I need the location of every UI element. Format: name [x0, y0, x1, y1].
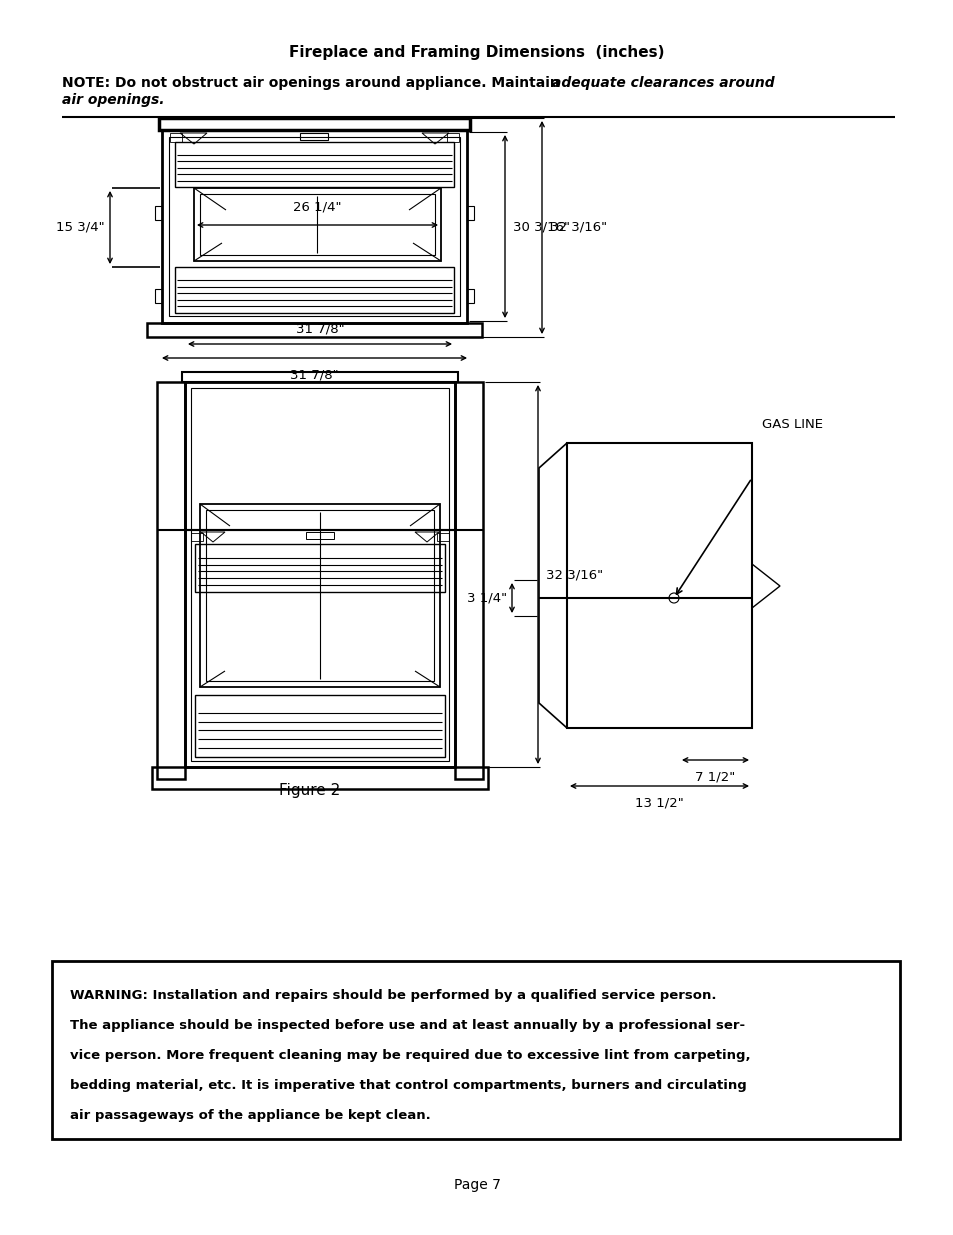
Bar: [194, 695, 444, 757]
Bar: [436, 534, 449, 541]
Bar: [306, 532, 334, 538]
Text: NOTE: Do not obstruct air openings around appliance. Maintain: NOTE: Do not obstruct air openings aroun…: [62, 77, 564, 90]
Text: 30 3/16": 30 3/16": [513, 220, 569, 233]
Bar: [566, 443, 751, 727]
Bar: [162, 130, 467, 324]
Bar: [467, 289, 474, 303]
Text: Figure 2: Figure 2: [279, 783, 340, 798]
Text: vice person. More frequent cleaning may be required due to excessive lint from c: vice person. More frequent cleaning may …: [70, 1049, 750, 1062]
Bar: [200, 194, 435, 254]
Bar: [152, 767, 488, 789]
Bar: [191, 534, 203, 541]
Text: 32 3/16": 32 3/16": [545, 568, 602, 580]
Text: GAS LINE: GAS LINE: [761, 419, 822, 431]
Bar: [52, 961, 899, 1139]
Text: 13 1/2": 13 1/2": [634, 797, 682, 809]
Text: Page 7: Page 7: [453, 1178, 500, 1192]
Bar: [174, 142, 454, 186]
Bar: [299, 133, 328, 140]
Text: 32 3/16": 32 3/16": [550, 221, 606, 233]
Text: Fireplace and Framing Dimensions  (inches): Fireplace and Framing Dimensions (inches…: [289, 44, 664, 59]
Bar: [185, 382, 455, 767]
Bar: [170, 133, 182, 142]
Bar: [154, 289, 162, 303]
Text: 7 1/2": 7 1/2": [695, 769, 735, 783]
Text: bedding material, etc. It is imperative that control compartments, burners and c: bedding material, etc. It is imperative …: [70, 1079, 746, 1092]
Text: adequate clearances around: adequate clearances around: [552, 77, 774, 90]
Bar: [191, 388, 449, 761]
Bar: [193, 188, 440, 261]
Bar: [447, 133, 458, 142]
Text: 3 1/4": 3 1/4": [466, 592, 506, 604]
Bar: [147, 324, 481, 337]
Bar: [194, 543, 444, 592]
Bar: [159, 119, 470, 130]
Bar: [174, 267, 454, 312]
Text: 26 1/4": 26 1/4": [293, 200, 341, 212]
Text: air openings.: air openings.: [62, 93, 164, 107]
Bar: [455, 382, 482, 779]
Text: 31 7/8": 31 7/8": [290, 368, 338, 382]
Bar: [206, 510, 434, 680]
Bar: [154, 206, 162, 220]
Text: The appliance should be inspected before use and at least annually by a professi: The appliance should be inspected before…: [70, 1019, 744, 1032]
Text: air passageways of the appliance be kept clean.: air passageways of the appliance be kept…: [70, 1109, 431, 1123]
Bar: [182, 372, 457, 382]
Bar: [467, 206, 474, 220]
Bar: [157, 382, 185, 779]
Text: 31 7/8": 31 7/8": [295, 324, 344, 336]
Text: 15 3/4": 15 3/4": [56, 221, 105, 233]
Bar: [169, 137, 459, 316]
Bar: [200, 504, 439, 687]
Text: WARNING: Installation and repairs should be performed by a qualified service per: WARNING: Installation and repairs should…: [70, 989, 716, 1002]
